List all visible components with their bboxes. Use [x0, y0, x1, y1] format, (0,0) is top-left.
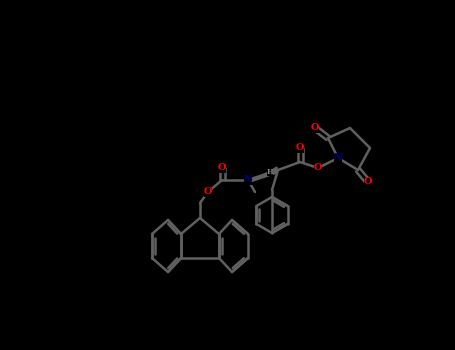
- Text: N: N: [334, 154, 343, 162]
- Text: O: O: [218, 163, 226, 173]
- Text: O: O: [314, 163, 322, 173]
- Text: O: O: [311, 124, 319, 133]
- Text: O: O: [364, 177, 372, 187]
- Text: H: H: [267, 168, 273, 176]
- Text: N: N: [243, 175, 253, 184]
- Polygon shape: [250, 167, 277, 182]
- Text: O: O: [296, 144, 304, 153]
- Text: O: O: [204, 188, 212, 196]
